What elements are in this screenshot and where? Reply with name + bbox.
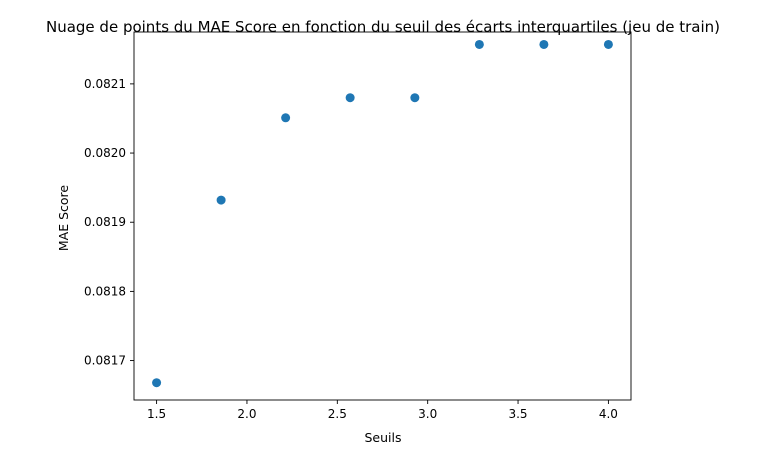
y-tick-label: 0.0819: [84, 215, 126, 229]
data-point: [216, 195, 226, 205]
data-point: [152, 378, 162, 388]
x-tick-label: 3.5: [508, 407, 527, 421]
x-tick-label: 2.0: [237, 407, 256, 421]
y-axis-label: MAE Score: [56, 185, 71, 252]
x-tick-label: 2.5: [328, 407, 347, 421]
x-tick-label: 4.0: [599, 407, 618, 421]
data-point: [474, 39, 484, 49]
data-point: [281, 113, 291, 123]
y-tick-label: 0.0820: [84, 146, 126, 160]
plot-frame: [133, 31, 632, 401]
data-point: [603, 39, 613, 49]
x-axis-label: Seuils: [364, 430, 401, 445]
chart-title: Nuage de points du MAE Score en fonction…: [46, 18, 720, 36]
data-point: [539, 39, 549, 49]
y-tick-label: 0.0818: [84, 284, 126, 298]
axis-ticks: 1.5 2.0 2.5 3.0 3.5 4.0 0.0817 0.0818 0.0819 0.08…: [84, 77, 618, 421]
data-point: [410, 93, 420, 103]
data-points: [152, 39, 613, 388]
x-tick-label: 3.0: [418, 407, 437, 421]
x-tick-label: 1.5: [147, 407, 166, 421]
y-tick-label: 0.0817: [84, 354, 126, 368]
data-point: [345, 93, 355, 103]
y-tick-label: 0.0821: [84, 77, 126, 91]
